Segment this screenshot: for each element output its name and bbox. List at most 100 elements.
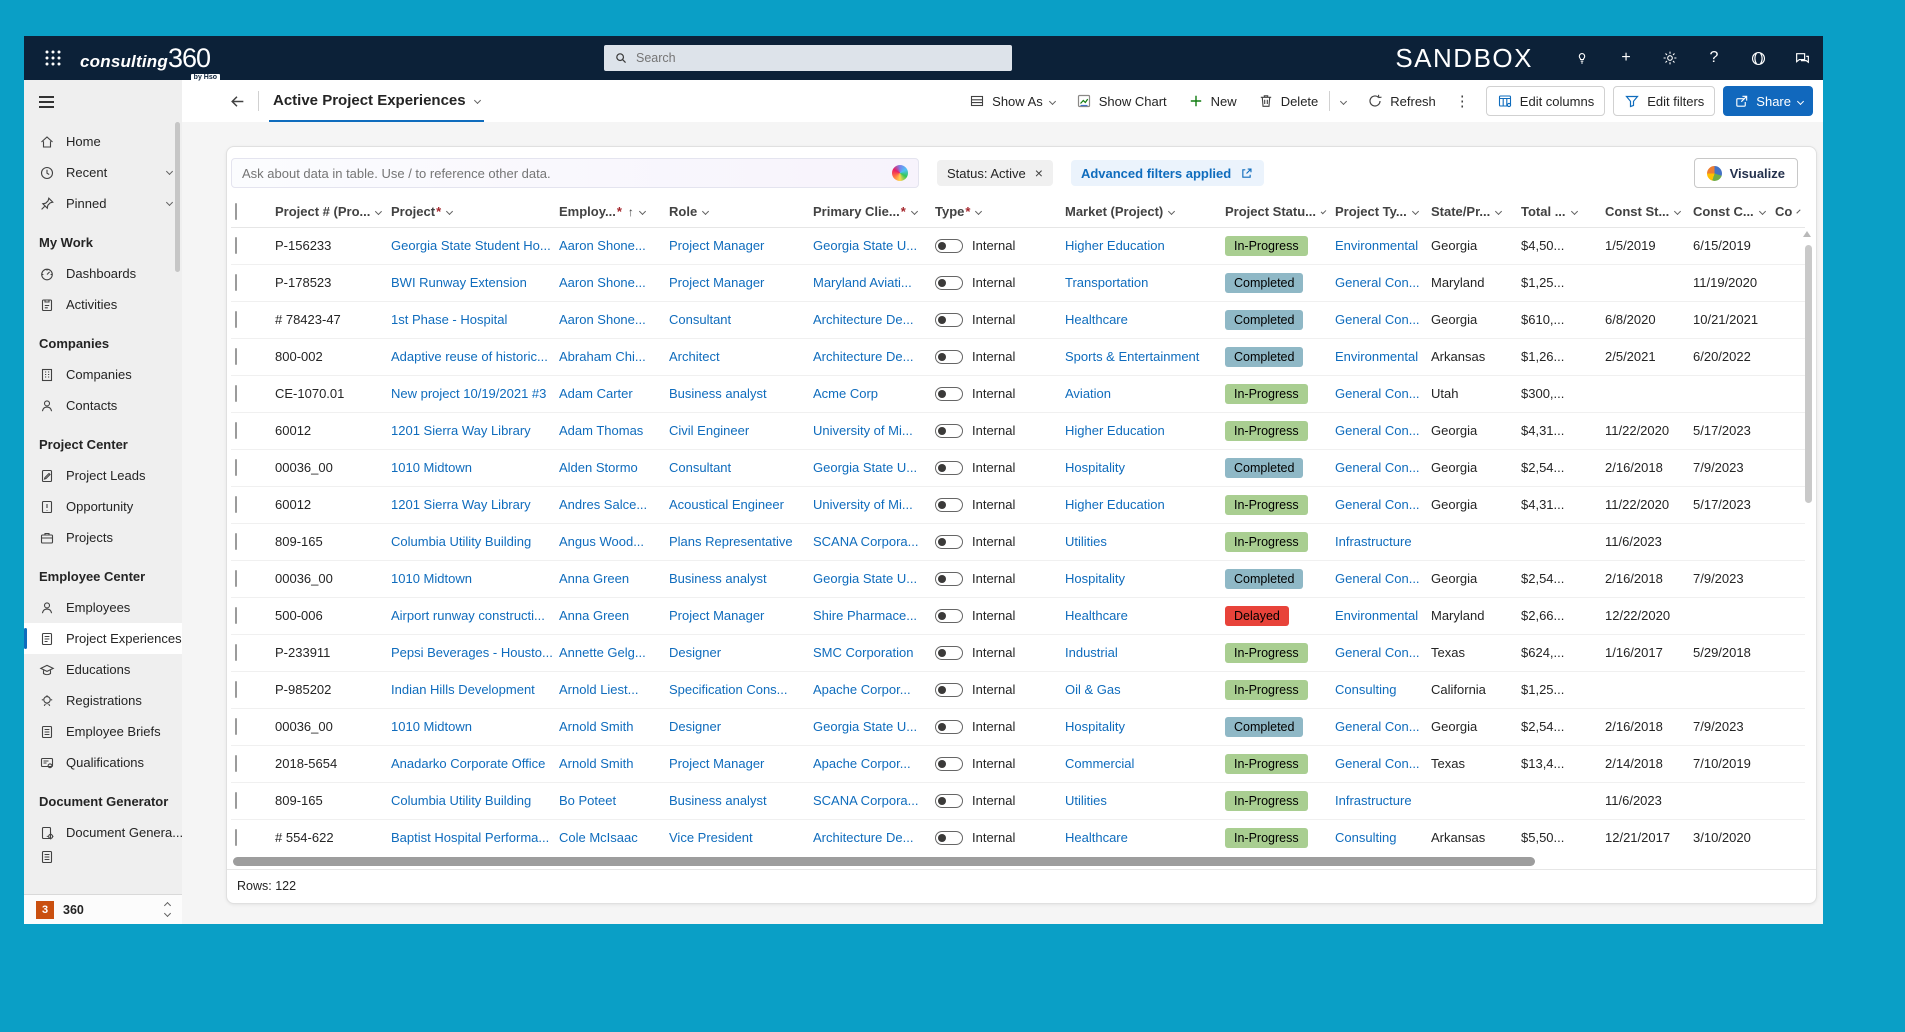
market-link[interactable]: Utilities [1065,793,1107,808]
column-header-ptype[interactable]: Project Ty... [1331,197,1427,228]
row-checkbox[interactable] [235,755,237,772]
sidebar-item-recent[interactable]: Recent [24,157,182,188]
market-link[interactable]: Healthcare [1065,608,1128,623]
ptype-link[interactable]: General Con... [1335,312,1420,327]
role-link[interactable]: Business analyst [669,571,767,586]
ptype-link[interactable]: Environmental [1335,238,1419,253]
sidebar-item-companies[interactable]: Companies [24,359,182,390]
copilot-ask-bar[interactable] [231,158,919,188]
lightbulb-icon[interactable] [1573,49,1591,67]
select-all-header[interactable] [231,197,271,228]
employee-link[interactable]: Arnold Smith [559,756,634,771]
sidebar-scrollbar[interactable] [175,122,180,272]
ptype-link[interactable]: General Con... [1335,497,1420,512]
employee-link[interactable]: Abraham Chi... [559,349,646,364]
row-checkbox[interactable] [235,792,237,809]
type-toggle[interactable] [935,571,963,586]
client-link[interactable]: University of Mi... [813,497,913,512]
project-link[interactable]: Adaptive reuse of historic... [391,349,548,364]
employee-link[interactable]: Arnold Smith [559,719,634,734]
row-checkbox[interactable] [235,496,237,513]
sidebar-item-opportunity[interactable]: Opportunity [24,491,182,522]
client-link[interactable]: Georgia State U... [813,571,918,586]
market-link[interactable]: Commercial [1065,756,1135,771]
project-link[interactable]: New project 10/19/2021 #3 [391,386,547,401]
environment-switcher[interactable]: 3 360 [24,894,182,924]
type-toggle[interactable] [935,534,963,549]
project-link[interactable]: Columbia Utility Building [391,793,532,808]
role-link[interactable]: Business analyst [669,386,767,401]
market-link[interactable]: Hospitality [1065,571,1125,586]
row-checkbox[interactable] [235,422,237,439]
employee-link[interactable]: Andres Salce... [559,497,648,512]
type-toggle[interactable] [935,238,963,253]
employee-link[interactable]: Adam Thomas [559,423,644,438]
employee-link[interactable]: Cole McIsaac [559,830,638,845]
global-search-box[interactable] [604,45,1012,71]
client-link[interactable]: University of Mi... [813,423,913,438]
sidebar-item-clipped[interactable] [24,848,182,866]
copilot-ask-input[interactable] [242,165,892,181]
project-link[interactable]: Airport runway constructi... [391,608,545,623]
ptype-link[interactable]: Environmental [1335,608,1419,623]
sidebar-item-contacts[interactable]: Contacts [24,390,182,421]
column-header-client[interactable]: Primary Clie...* [809,197,931,228]
row-checkbox[interactable] [235,274,237,291]
sidebar-item-projects[interactable]: Projects [24,522,182,553]
search-input[interactable] [636,51,1003,65]
back-button[interactable] [226,93,248,110]
type-toggle[interactable] [935,275,963,290]
client-link[interactable]: Shire Pharmace... [813,608,918,623]
type-toggle[interactable] [935,608,963,623]
row-checkbox[interactable] [235,718,237,735]
edit-columns-button[interactable]: Edit columns [1485,86,1606,116]
type-toggle[interactable] [935,645,963,660]
market-link[interactable]: Industrial [1065,645,1118,660]
column-header-type[interactable]: Type* [931,197,1061,228]
sidebar-item-document-genera[interactable]: Document Genera... [24,817,182,848]
ptype-link[interactable]: General Con... [1335,719,1420,734]
market-link[interactable]: Hospitality [1065,460,1125,475]
employee-link[interactable]: Arnold Liest... [559,682,639,697]
sidebar-item-employees[interactable]: Employees [24,592,182,623]
apps-circle-icon[interactable] [1749,49,1767,67]
row-checkbox[interactable] [235,570,237,587]
row-checkbox[interactable] [235,533,237,550]
refresh-button[interactable]: Refresh [1357,86,1446,116]
client-link[interactable]: Georgia State U... [813,460,918,475]
row-checkbox[interactable] [235,348,237,365]
sidebar-item-home[interactable]: Home [24,126,182,157]
column-header-const-start[interactable]: Const St... [1601,197,1689,228]
help-icon[interactable]: ? [1709,49,1719,66]
project-link[interactable]: 1201 Sierra Way Library [391,423,531,438]
role-link[interactable]: Business analyst [669,793,767,808]
sidebar-item-educations[interactable]: Educations [24,654,182,685]
type-toggle[interactable] [935,423,963,438]
sidebar-item-qualifications[interactable]: Qualifications [24,747,182,778]
row-checkbox[interactable] [235,644,237,661]
role-link[interactable]: Specification Cons... [669,682,788,697]
show-chart-button[interactable]: Show Chart [1066,86,1177,116]
type-toggle[interactable] [935,312,963,327]
client-link[interactable]: Architecture De... [813,349,914,364]
role-link[interactable]: Acoustical Engineer [669,497,784,512]
type-toggle[interactable] [935,349,963,364]
add-icon[interactable]: + [1621,49,1631,66]
column-header-role[interactable]: Role [665,197,809,228]
market-link[interactable]: Transportation [1065,275,1149,290]
type-toggle[interactable] [935,719,963,734]
market-link[interactable]: Oil & Gas [1065,682,1121,697]
employee-link[interactable]: Angus Wood... [559,534,645,549]
row-checkbox[interactable] [235,829,237,846]
delete-button[interactable]: Delete [1248,86,1329,116]
project-link[interactable]: Baptist Hospital Performa... [391,830,550,845]
client-link[interactable]: SCANA Corpora... [813,534,919,549]
select-all-checkbox[interactable] [235,203,237,221]
show-as-button[interactable]: Show As [959,86,1065,116]
close-icon[interactable]: × [1034,165,1043,181]
project-link[interactable]: Pepsi Beverages - Housto... [391,645,553,660]
row-checkbox[interactable] [235,385,237,402]
overflow-chevron-button[interactable] [1331,86,1356,116]
ptype-link[interactable]: Consulting [1335,830,1397,845]
project-link[interactable]: Columbia Utility Building [391,534,532,549]
